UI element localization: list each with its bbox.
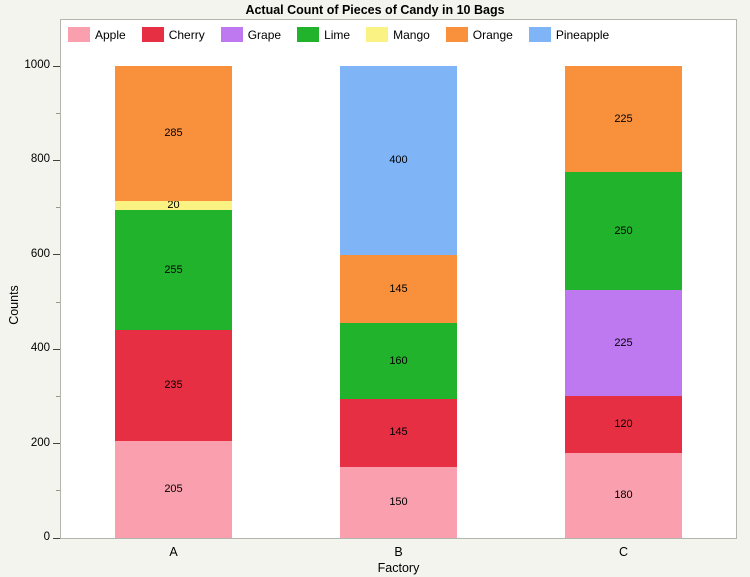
y-tick-label: 200 — [30, 436, 50, 449]
segment-value-label: 150 — [389, 496, 408, 509]
legend-item-lime[interactable]: Lime — [297, 27, 350, 42]
legend-swatch — [220, 27, 243, 42]
legend-swatch — [445, 27, 468, 42]
legend-label: Cherry — [168, 27, 205, 42]
segment-value-label: 250 — [614, 224, 633, 237]
legend-label: Lime — [324, 27, 351, 42]
y-tick-mark — [53, 348, 60, 350]
y-tick-label: 400 — [30, 342, 50, 355]
segment-value-label: 400 — [389, 153, 408, 166]
legend-item-cherry[interactable]: Cherry — [141, 27, 205, 42]
segment-value-label: 145 — [389, 426, 408, 439]
legend-label: Pineapple — [555, 27, 610, 42]
x-category-label-a: A — [169, 545, 178, 559]
legend-item-grape[interactable]: Grape — [220, 27, 282, 42]
plot-area: Apple Cherry Grape Lime Mango Orange Pineapple… — [60, 19, 737, 539]
bar-segment-a-lime[interactable]: 255 — [115, 209, 232, 331]
segment-value-label: 255 — [164, 263, 183, 276]
bar-segment-b-lime[interactable]: 160 — [340, 323, 457, 399]
y-minor-tick-mark — [56, 207, 60, 209]
bar-segment-c-lime[interactable]: 250 — [565, 172, 682, 291]
bars-layer: 205 235 255 20 285 150 145 160 145 400 180 120 225 25… — [61, 20, 736, 538]
bar-segment-b-pineapple[interactable]: 400 — [340, 66, 457, 255]
segment-value-label: 145 — [389, 282, 408, 295]
y-tick-mark — [53, 537, 60, 539]
y-tick-label: 0 — [43, 531, 50, 543]
legend-swatch — [366, 27, 389, 42]
legend-label: Grape — [247, 27, 282, 42]
legend-item-mango[interactable]: Mango — [366, 27, 430, 42]
legend-label: Orange — [472, 27, 513, 42]
y-tick-mark — [53, 159, 60, 161]
x-category-label-b: B — [394, 545, 403, 559]
y-minor-tick-mark — [56, 301, 60, 303]
chart-title: Actual Count of Pieces of Candy in 10 Ba… — [245, 3, 505, 17]
segment-value-label: 20 — [167, 198, 180, 211]
segment-value-label: 235 — [164, 379, 183, 392]
y-tick-label: 600 — [30, 247, 50, 260]
y-minor-tick-mark — [56, 112, 60, 114]
legend-swatch — [297, 27, 320, 42]
y-axis-label-text: Counts — [7, 285, 21, 325]
segment-value-label: 285 — [164, 126, 183, 139]
x-axis-label: Factory — [377, 561, 420, 575]
bar-segment-b-apple[interactable]: 150 — [340, 467, 457, 538]
legend-label: Apple — [95, 27, 126, 42]
y-minor-tick-mark — [56, 490, 60, 492]
bar-segment-a-mango[interactable]: 20 — [115, 198, 232, 211]
y-tick-mark — [53, 443, 60, 445]
bar-segment-c-cherry[interactable]: 120 — [565, 396, 682, 454]
segment-value-label: 225 — [614, 336, 633, 349]
y-tick-label: 800 — [30, 153, 50, 166]
segment-value-label: 160 — [389, 354, 408, 367]
legend: Apple Cherry Grape Lime Mango Orange Pineapple — [68, 27, 609, 42]
segment-value-label: 225 — [614, 112, 633, 125]
bar-segment-a-cherry[interactable]: 235 — [115, 330, 232, 442]
bar-segment-a-apple[interactable]: 205 — [115, 441, 232, 538]
legend-item-orange[interactable]: Orange — [445, 27, 513, 42]
y-tick-mark — [53, 65, 60, 67]
y-minor-tick-mark — [56, 395, 60, 397]
y-tick-label: 1000 — [24, 59, 50, 71]
legend-item-pineapple[interactable]: Pineapple — [528, 27, 610, 42]
bar-segment-c-grape[interactable]: 225 — [565, 290, 682, 397]
legend-label: Mango — [393, 27, 430, 42]
x-category-label-c: C — [618, 545, 629, 559]
y-tick-mark — [53, 254, 60, 256]
bar-segment-c-apple[interactable]: 180 — [565, 453, 682, 538]
bar-segment-b-orange[interactable]: 145 — [340, 254, 457, 324]
bar-segment-c-orange[interactable]: 225 — [565, 66, 682, 173]
segment-value-label: 180 — [614, 489, 633, 502]
bar-segment-a-orange[interactable]: 285 — [115, 66, 232, 201]
legend-swatch — [141, 27, 164, 42]
segment-value-label: 120 — [614, 418, 633, 431]
legend-swatch — [528, 27, 551, 42]
legend-swatch — [68, 27, 90, 42]
bar-segment-b-cherry[interactable]: 145 — [340, 398, 457, 468]
legend-item-apple[interactable]: Apple — [68, 27, 126, 42]
segment-value-label: 205 — [164, 483, 183, 496]
